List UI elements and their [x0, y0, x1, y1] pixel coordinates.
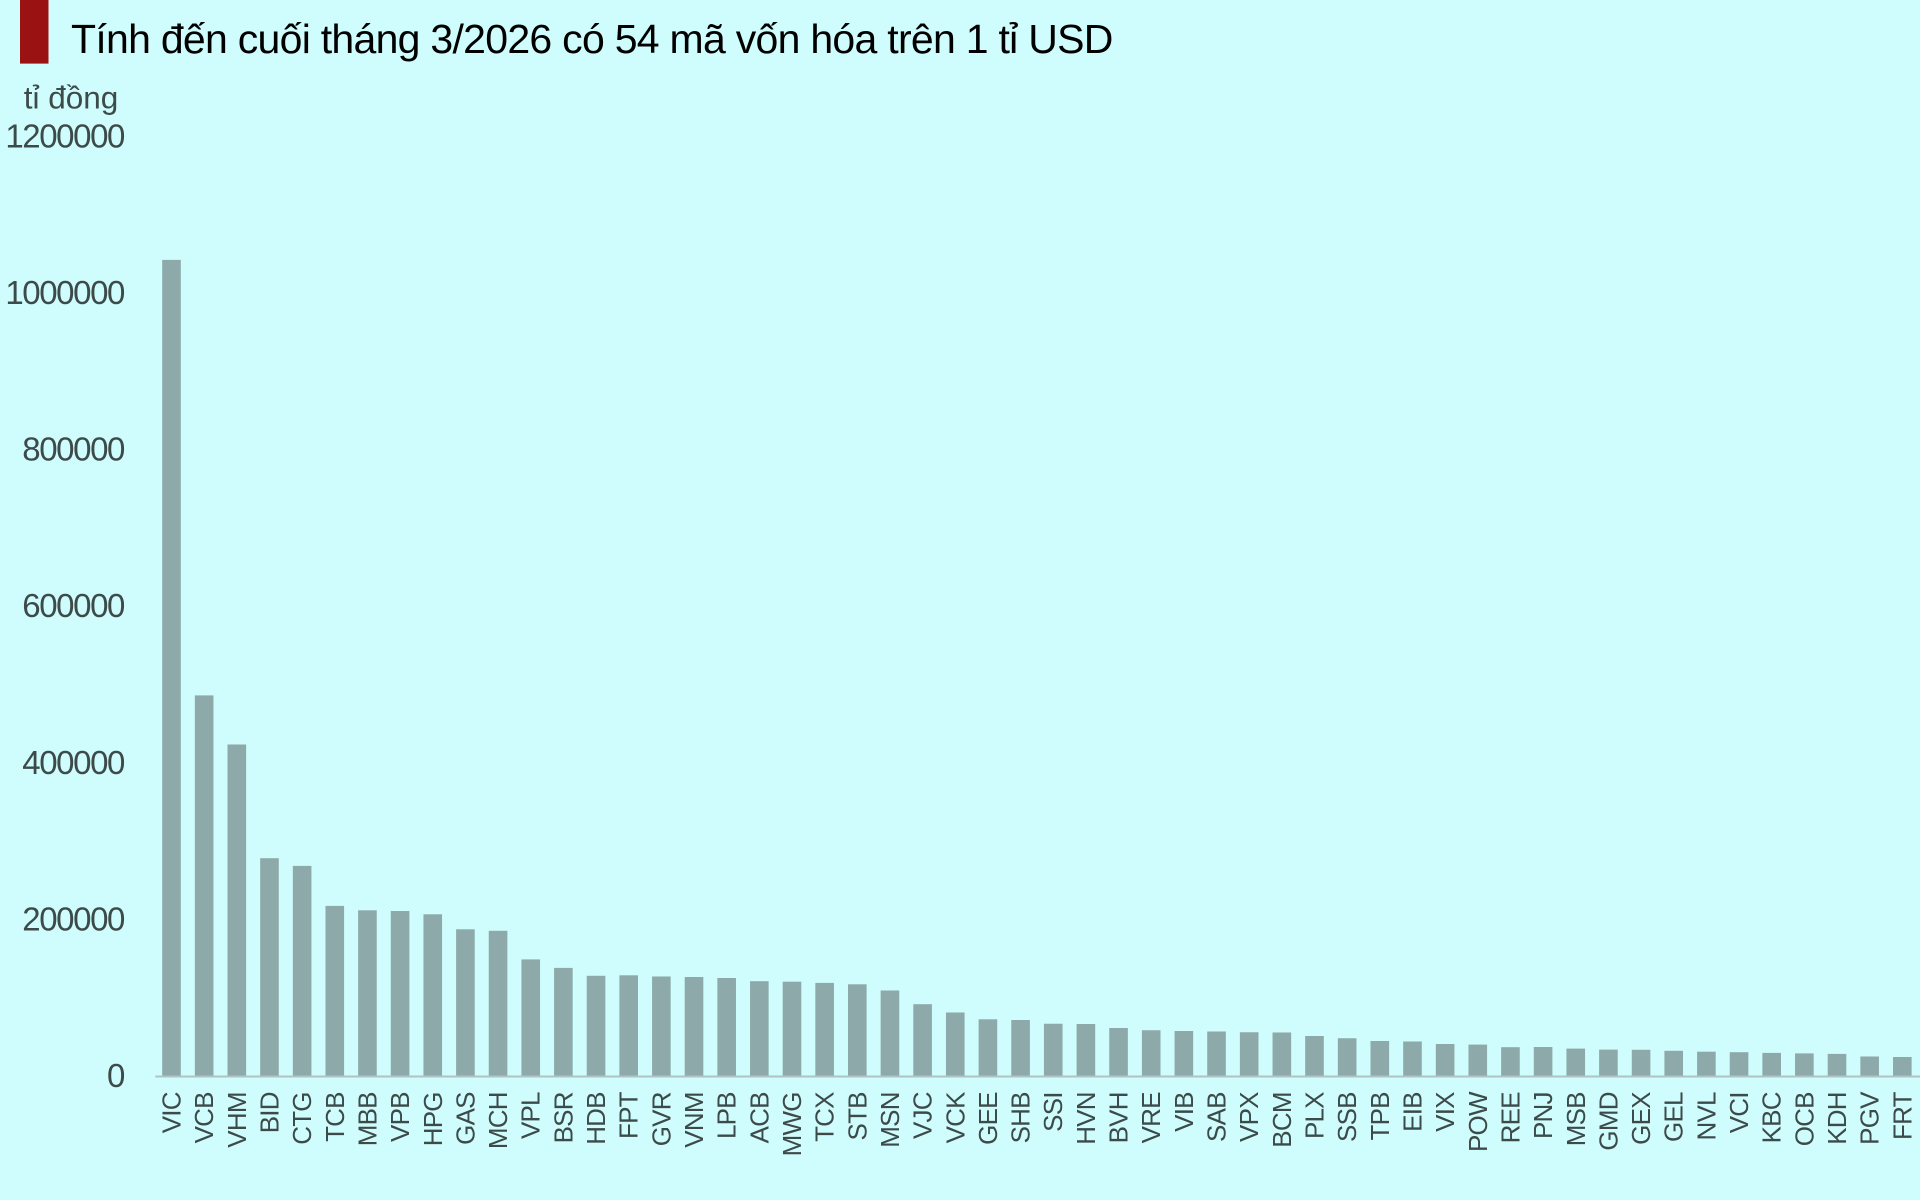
svg-text:STB: STB: [842, 1092, 872, 1140]
svg-text:VCI: VCI: [1724, 1092, 1754, 1133]
svg-text:1000000: 1000000: [5, 274, 125, 311]
svg-text:BVH: BVH: [1104, 1092, 1134, 1143]
svg-text:OCB: OCB: [1789, 1092, 1819, 1146]
svg-text:200000: 200000: [22, 900, 125, 937]
svg-text:PGV: PGV: [1855, 1091, 1885, 1145]
svg-text:MCH: MCH: [483, 1092, 513, 1149]
svg-text:MWG: MWG: [777, 1092, 807, 1156]
svg-text:TCX: TCX: [810, 1092, 840, 1142]
svg-text:EIB: EIB: [1397, 1092, 1427, 1132]
svg-text:NVL: NVL: [1691, 1092, 1721, 1141]
svg-text:VHM: VHM: [222, 1092, 252, 1147]
svg-text:KDH: KDH: [1822, 1092, 1852, 1145]
svg-text:HDB: HDB: [581, 1092, 611, 1145]
svg-text:MSB: MSB: [1561, 1092, 1591, 1146]
svg-text:VRE: VRE: [1136, 1092, 1166, 1144]
svg-text:1200000: 1200000: [5, 117, 125, 154]
svg-text:VIB: VIB: [1169, 1092, 1199, 1132]
svg-text:SSI: SSI: [1038, 1092, 1068, 1132]
svg-text:SAB: SAB: [1202, 1092, 1232, 1142]
svg-text:0: 0: [107, 1057, 125, 1094]
svg-text:tỉ đồng: tỉ đồng: [24, 80, 119, 116]
svg-text:VPL: VPL: [516, 1092, 546, 1139]
svg-text:VNM: VNM: [679, 1092, 709, 1147]
svg-text:VCK: VCK: [940, 1091, 970, 1144]
svg-text:POW: POW: [1463, 1091, 1493, 1152]
svg-text:SHB: SHB: [1006, 1092, 1036, 1143]
svg-text:MBB: MBB: [352, 1092, 382, 1146]
svg-text:Tính đến cuối tháng 3/2026 có: Tính đến cuối tháng 3/2026 có 54 mã vốn …: [71, 16, 1113, 62]
svg-text:BID: BID: [254, 1092, 284, 1133]
svg-text:ACB: ACB: [744, 1092, 774, 1143]
svg-text:600000: 600000: [22, 587, 125, 624]
svg-text:GMD: GMD: [1593, 1092, 1623, 1150]
svg-text:SSB: SSB: [1332, 1092, 1362, 1142]
svg-text:BSR: BSR: [548, 1092, 578, 1143]
svg-text:TPB: TPB: [1365, 1092, 1395, 1140]
svg-text:GEL: GEL: [1659, 1092, 1689, 1142]
svg-text:PLX: PLX: [1299, 1092, 1329, 1139]
svg-text:LPB: LPB: [712, 1092, 742, 1139]
svg-text:GEX: GEX: [1626, 1092, 1656, 1145]
svg-text:HPG: HPG: [418, 1092, 448, 1146]
svg-text:GEE: GEE: [973, 1092, 1003, 1145]
svg-text:CTG: CTG: [287, 1092, 317, 1144]
svg-text:VCB: VCB: [189, 1092, 219, 1143]
svg-text:FRT: FRT: [1887, 1091, 1917, 1140]
svg-text:VIX: VIX: [1430, 1092, 1460, 1132]
svg-text:VPX: VPX: [1234, 1092, 1264, 1142]
svg-text:VIC: VIC: [157, 1092, 187, 1133]
svg-text:PNJ: PNJ: [1528, 1092, 1558, 1139]
svg-text:BCM: BCM: [1267, 1092, 1297, 1147]
svg-text:GVR: GVR: [646, 1092, 676, 1146]
svg-text:400000: 400000: [22, 744, 125, 781]
svg-text:HVN: HVN: [1071, 1092, 1101, 1145]
svg-text:KBC: KBC: [1757, 1092, 1787, 1143]
svg-text:FPT: FPT: [614, 1091, 644, 1139]
svg-text:800000: 800000: [22, 431, 125, 468]
svg-text:VPB: VPB: [385, 1092, 415, 1142]
svg-text:VJC: VJC: [908, 1092, 938, 1139]
svg-text:REE: REE: [1495, 1092, 1525, 1144]
svg-text:TCB: TCB: [320, 1092, 350, 1142]
svg-text:GAS: GAS: [450, 1092, 480, 1145]
svg-text:MSN: MSN: [875, 1092, 905, 1147]
